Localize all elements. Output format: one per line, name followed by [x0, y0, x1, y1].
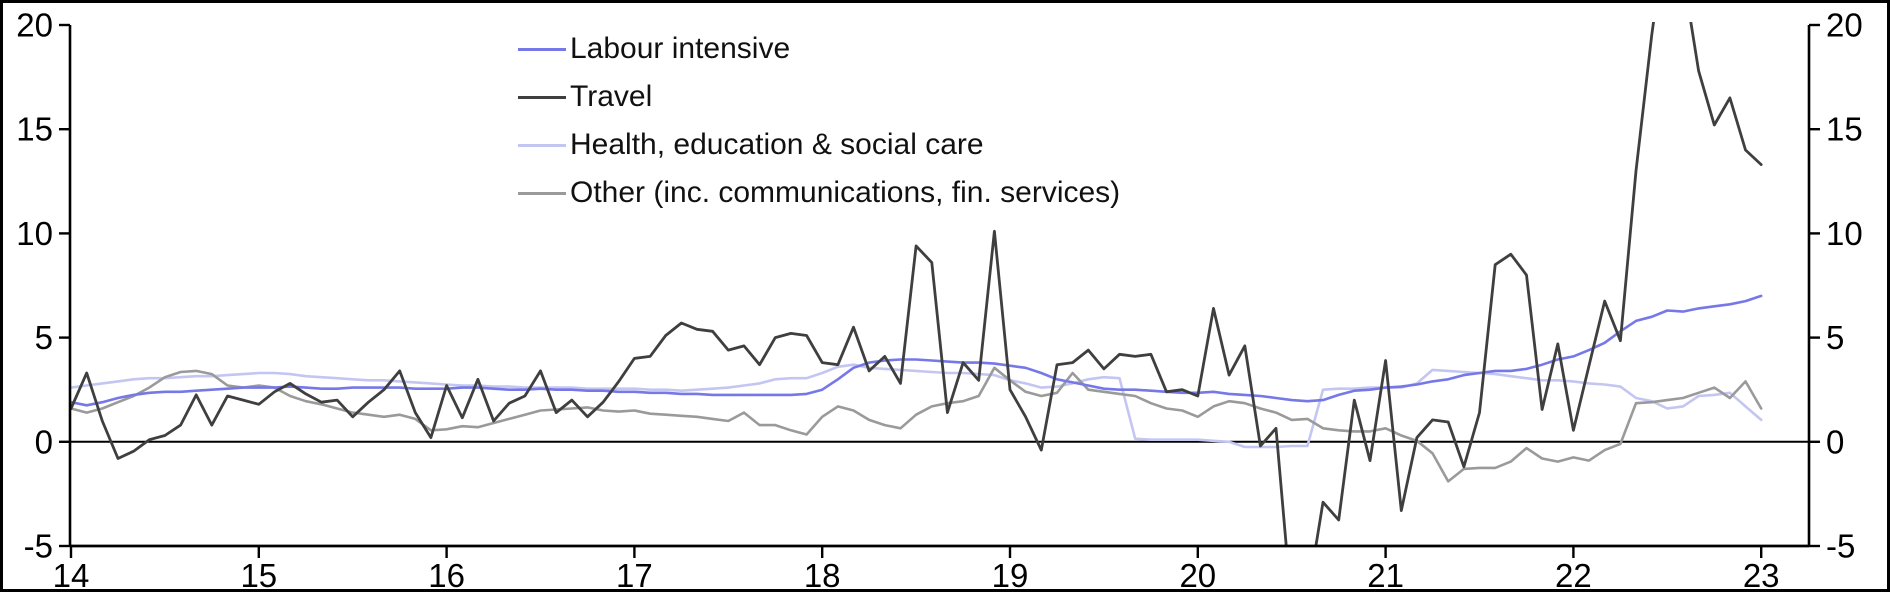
y-tick-label-left: 5 — [35, 319, 53, 356]
x-tick-label: 14 — [53, 557, 90, 592]
legend-swatch-line-icon — [518, 143, 566, 147]
x-tick-label: 15 — [240, 557, 277, 592]
x-tick-label: 16 — [428, 557, 465, 592]
x-tick-label: 18 — [804, 557, 841, 592]
x-tick-label: 19 — [992, 557, 1029, 592]
legend-item-other: Other (inc. communications, fin. service… — [518, 169, 1120, 217]
y-tick-label-left: 15 — [16, 111, 53, 148]
y-tick-label-left: 0 — [35, 423, 53, 460]
legend-label: Travel — [570, 80, 653, 113]
legend: Labour intensive Travel Health, educatio… — [518, 25, 1120, 217]
x-tick-label: 17 — [616, 557, 653, 592]
y-tick-label-left: 10 — [16, 215, 53, 252]
legend-swatch-line-icon — [518, 191, 566, 195]
legend-swatch-line-icon — [518, 95, 566, 99]
x-tick-label: 23 — [1743, 557, 1780, 592]
series-line-other-inc-communications-fin-services — [70, 366, 1763, 483]
legend-item-travel: Travel — [518, 73, 1120, 121]
legend-swatch-line-icon — [518, 47, 566, 51]
y-tick-label-right: -5 — [1826, 528, 1855, 565]
legend-item-health-education-social-care: Health, education & social care — [518, 121, 1120, 169]
series-line-travel — [70, 22, 1763, 547]
legend-label: Health, education & social care — [570, 128, 984, 161]
legend-label: Labour intensive — [570, 32, 791, 65]
y-tick-label-left: -5 — [24, 528, 53, 565]
legend-item-labour-intensive: Labour intensive — [518, 25, 1120, 73]
y-tick-label-right: 20 — [1826, 7, 1863, 44]
series-line-labour-intensive — [70, 294, 1763, 407]
y-tick-label-right: 15 — [1826, 111, 1863, 148]
y-tick-label-right: 5 — [1826, 319, 1844, 356]
y-tick-label-right: 0 — [1826, 423, 1844, 460]
y-tick-label-left: 20 — [16, 7, 53, 44]
y-tick-label-right: 10 — [1826, 215, 1863, 252]
x-tick-label: 22 — [1555, 557, 1592, 592]
legend-label: Other (inc. communications, fin. service… — [570, 176, 1121, 209]
x-tick-label: 21 — [1367, 557, 1404, 592]
x-tick-label: 20 — [1179, 557, 1216, 592]
